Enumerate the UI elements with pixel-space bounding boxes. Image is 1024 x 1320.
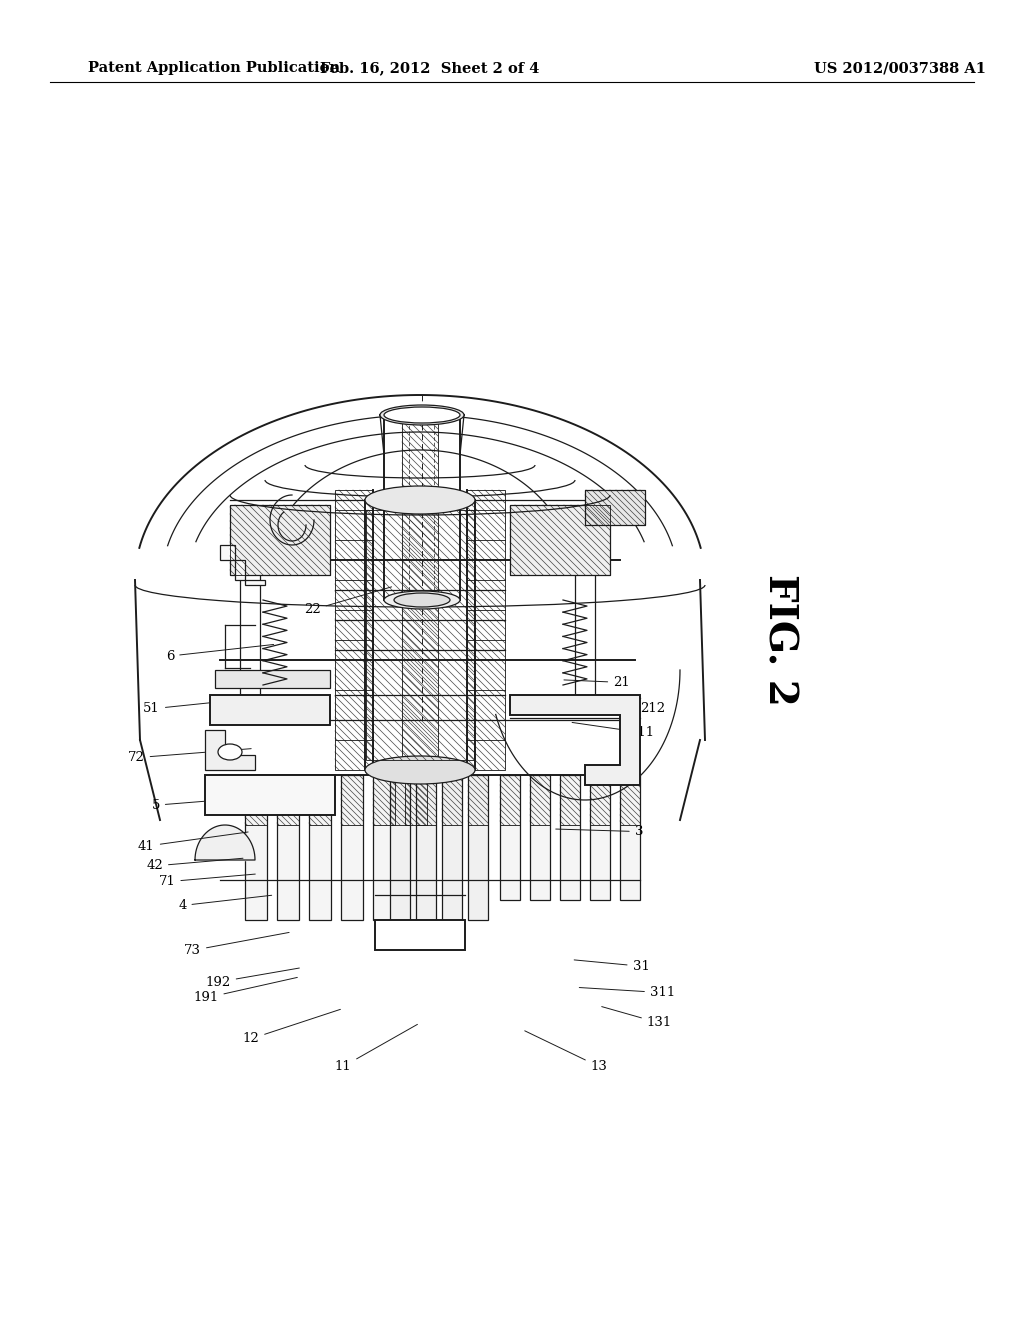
Bar [500,775,520,825]
Bar [205,775,335,814]
Text: 13: 13 [524,1031,607,1073]
Text: FIG. 2: FIG. 2 [761,574,799,706]
Bar [335,490,373,770]
Bar [468,775,488,825]
Bar [467,490,505,770]
Polygon shape [205,730,255,770]
Text: 131: 131 [602,1007,672,1030]
Bar [590,775,610,825]
Bar [468,775,488,920]
Bar [416,775,436,825]
Bar [585,490,645,525]
Bar [560,775,580,825]
Text: 72: 72 [128,748,251,764]
Bar [406,775,427,825]
Bar [309,775,331,825]
Bar [442,775,462,825]
Text: 191: 191 [194,977,297,1005]
Bar [230,506,330,576]
Bar [341,775,362,920]
Bar [620,775,640,900]
Text: 71: 71 [159,874,255,888]
Ellipse shape [380,405,464,425]
Bar [510,506,610,576]
Bar [341,775,362,825]
Text: 211: 211 [572,722,654,739]
Bar [560,775,580,900]
Text: 192: 192 [206,968,299,989]
Bar [373,775,395,920]
Bar [390,775,410,825]
Text: 212: 212 [574,698,665,715]
Text: 5: 5 [152,797,251,812]
Text: 31: 31 [574,960,649,973]
Bar [500,775,520,900]
Bar [366,510,474,760]
Bar [390,775,410,920]
Bar [278,775,299,825]
Text: 21: 21 [564,676,630,689]
Ellipse shape [218,744,242,760]
Bar [245,775,267,920]
Text: 22: 22 [304,587,391,616]
Text: 42: 42 [146,858,243,873]
Bar [510,506,610,576]
Bar [620,775,640,825]
Ellipse shape [394,593,450,607]
Text: 6: 6 [166,644,273,663]
Bar [530,775,550,900]
Bar [215,671,330,688]
Text: 73: 73 [184,932,289,957]
Bar [442,775,462,920]
Bar [416,775,436,920]
Text: 41: 41 [138,832,248,853]
Bar [230,506,330,576]
Text: 12: 12 [243,1010,340,1045]
Bar [373,775,395,825]
Ellipse shape [384,407,460,422]
Polygon shape [220,545,265,585]
Bar [406,775,427,920]
Ellipse shape [384,591,460,609]
Bar [245,775,267,825]
Text: 51: 51 [143,697,263,715]
Bar [402,411,438,770]
Ellipse shape [365,486,475,513]
Bar [530,775,550,825]
Text: 4: 4 [178,895,271,912]
Text: Feb. 16, 2012  Sheet 2 of 4: Feb. 16, 2012 Sheet 2 of 4 [321,61,540,75]
Bar [585,490,645,525]
Text: Patent Application Publication: Patent Application Publication [88,61,340,75]
Ellipse shape [365,756,475,784]
Polygon shape [510,696,640,785]
Bar [590,775,610,900]
Text: 3: 3 [556,825,643,838]
Text: 311: 311 [580,986,675,999]
Bar [278,775,299,920]
Bar [309,775,331,920]
Bar [210,696,330,725]
Bar [375,920,465,950]
Text: 11: 11 [335,1024,418,1073]
Text: US 2012/0037388 A1: US 2012/0037388 A1 [814,61,986,75]
